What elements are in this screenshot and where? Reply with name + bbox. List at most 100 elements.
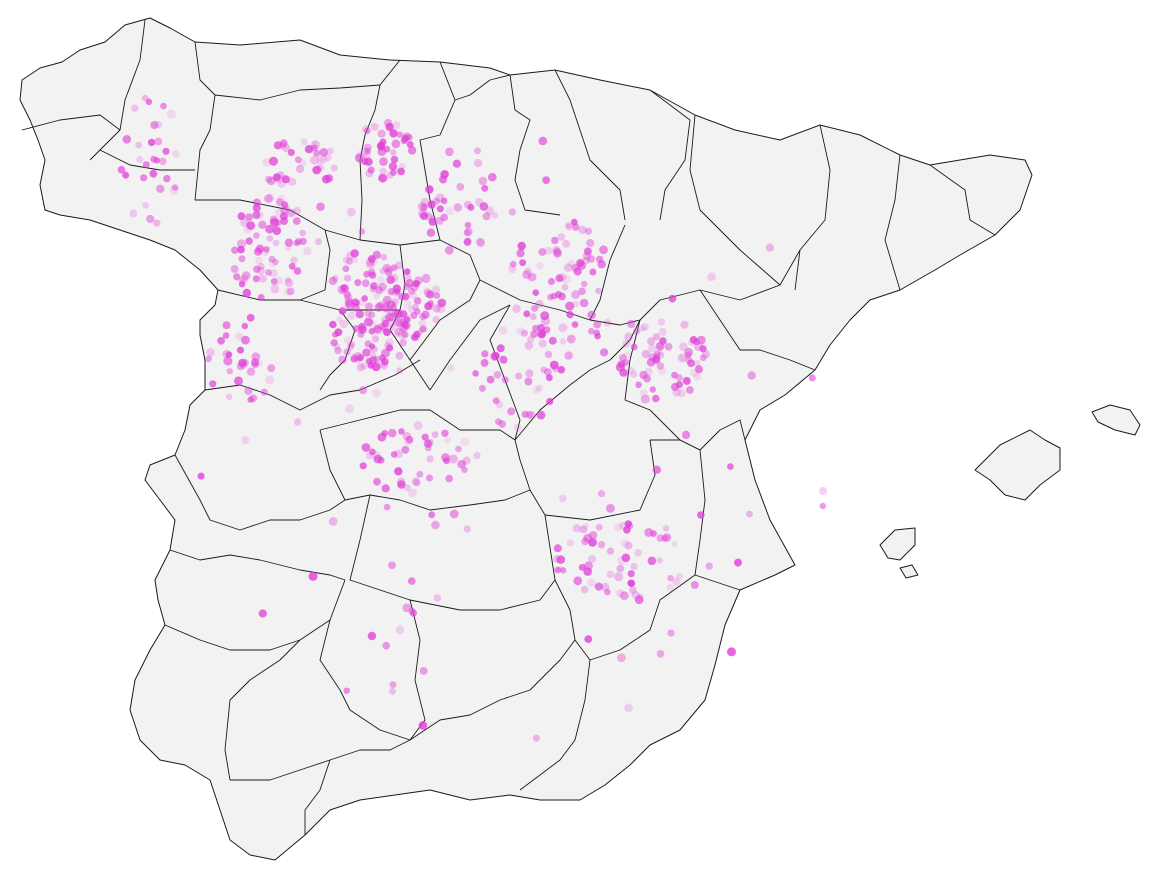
observation-point: [667, 574, 674, 582]
observation-point: [150, 155, 158, 163]
observation-point: [380, 361, 389, 370]
observation-point: [368, 356, 377, 365]
observation-point: [537, 324, 545, 332]
observation-point: [325, 174, 334, 183]
observation-point: [361, 279, 370, 288]
observation-point: [303, 246, 312, 256]
observation-point: [495, 401, 504, 409]
observation-point: [225, 351, 233, 359]
observation-point: [149, 169, 158, 178]
observation-point: [162, 147, 170, 155]
observation-point: [695, 365, 703, 374]
observation-point: [699, 345, 707, 353]
observation-point: [328, 517, 338, 526]
observation-point: [588, 531, 598, 540]
observation-point: [243, 225, 252, 234]
observation-point: [644, 367, 653, 376]
observation-point: [444, 245, 454, 255]
observation-point: [662, 533, 672, 542]
observation-point: [567, 259, 576, 268]
observation-point: [428, 511, 436, 519]
observation-point: [337, 285, 346, 294]
observation-point: [401, 331, 409, 339]
observation-point: [238, 281, 246, 288]
observation-point: [122, 135, 132, 144]
observation-point: [206, 347, 215, 357]
observation-point: [419, 667, 428, 675]
observation-point: [392, 284, 401, 293]
observation-point: [647, 556, 657, 566]
observation-point: [237, 346, 244, 354]
observation-point: [615, 362, 625, 372]
observation-point: [646, 357, 656, 367]
observation-point: [540, 366, 548, 374]
observation-point: [326, 147, 334, 155]
observation-point: [156, 184, 165, 193]
observation-point: [378, 282, 387, 292]
observation-point: [406, 134, 413, 141]
observation-point: [338, 355, 347, 364]
observation-point: [379, 267, 386, 274]
observation-point: [524, 267, 532, 275]
observation-point: [374, 303, 384, 312]
observation-point: [544, 350, 553, 359]
observation-point: [425, 444, 432, 452]
province-borders: [21, 19, 996, 835]
observation-point: [281, 201, 289, 209]
observation-point: [150, 121, 159, 129]
observation-point: [383, 328, 391, 337]
observation-point: [247, 396, 254, 403]
observation-point: [491, 211, 499, 219]
observation-point: [408, 488, 417, 498]
observation-point: [630, 562, 638, 571]
observation-point: [340, 284, 350, 293]
observation-point: [270, 284, 280, 294]
observation-point: [666, 583, 675, 592]
observation-point: [423, 439, 432, 448]
observation-point: [334, 346, 342, 355]
observation-point: [552, 246, 561, 255]
observation-point: [386, 275, 396, 285]
observation-point: [388, 162, 398, 171]
observation-point: [368, 268, 376, 276]
observation-point: [146, 214, 155, 224]
observation-point: [223, 356, 233, 366]
observation-point: [408, 577, 416, 585]
observation-point: [395, 625, 405, 635]
observation-point: [436, 205, 444, 213]
observation-point: [584, 635, 593, 643]
observation-point: [412, 280, 420, 288]
observation-point: [251, 361, 259, 369]
observation-point: [364, 317, 373, 327]
observation-point: [293, 239, 301, 247]
observation-point: [684, 347, 694, 357]
observation-point: [371, 335, 379, 343]
observation-point: [682, 376, 691, 385]
observation-point: [252, 198, 261, 207]
observation-point: [364, 157, 373, 166]
observation-point: [270, 278, 278, 285]
observation-point: [398, 330, 407, 339]
observation-point: [573, 576, 583, 586]
observation-point: [360, 362, 368, 370]
observation-point: [241, 335, 250, 345]
observation-point: [237, 212, 246, 221]
observation-point: [377, 432, 387, 442]
observation-point: [432, 315, 440, 324]
observation-point: [357, 354, 365, 362]
observation-point: [402, 431, 411, 441]
observation-point: [359, 386, 368, 395]
observation-point: [352, 325, 360, 333]
observation-point: [394, 449, 404, 458]
observation-point: [391, 139, 401, 149]
observation-point: [292, 217, 301, 225]
observation-point: [363, 143, 372, 152]
observation-point: [336, 316, 343, 323]
observation-point: [524, 377, 533, 386]
observation-point: [369, 448, 376, 456]
observation-point: [373, 292, 380, 300]
observation-point: [634, 548, 642, 557]
observation-point: [359, 462, 367, 470]
observation-point: [382, 295, 392, 305]
